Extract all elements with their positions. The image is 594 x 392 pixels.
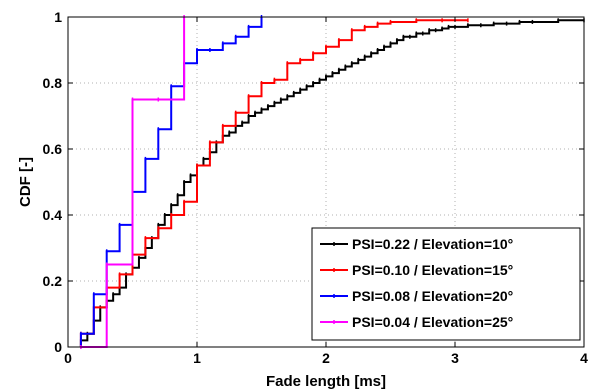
x-tick-label: 0 bbox=[64, 350, 72, 366]
legend-entry: PSI=0.22 / Elevation=10° bbox=[352, 236, 513, 252]
legend-entry: PSI=0.08 / Elevation=20° bbox=[352, 288, 513, 304]
x-axis-label: Fade length [ms] bbox=[266, 373, 386, 390]
legend-box bbox=[311, 227, 581, 341]
y-tick-label: 0.4 bbox=[43, 207, 63, 223]
x-tick-label: 1 bbox=[193, 350, 201, 366]
legend: PSI=0.22 / Elevation=10° PSI=0.10 / Eleva… bbox=[311, 227, 581, 341]
series-line bbox=[80, 17, 186, 348]
y-tick-label: 0 bbox=[54, 339, 62, 355]
y-tick-label: 0.8 bbox=[43, 75, 63, 91]
y-tick-label: 0.2 bbox=[43, 273, 63, 289]
series-4 bbox=[80, 15, 186, 349]
y-tick-label: 1 bbox=[54, 9, 62, 25]
y-tick-label: 0.6 bbox=[43, 141, 63, 157]
x-tick-label: 3 bbox=[451, 350, 459, 366]
x-tick-label: 4 bbox=[580, 350, 588, 366]
tick-layer: 0 1 2 3 4 0 0.2 0.4 0.6 0.8 1 bbox=[43, 9, 589, 366]
x-tick-label: 2 bbox=[322, 350, 330, 366]
series-layer bbox=[79, 15, 585, 349]
legend-entry: PSI=0.04 / Elevation=25° bbox=[352, 314, 513, 330]
y-axis-label: CDF [-] bbox=[17, 157, 34, 207]
legend-entry: PSI=0.10 / Elevation=15° bbox=[352, 262, 513, 278]
